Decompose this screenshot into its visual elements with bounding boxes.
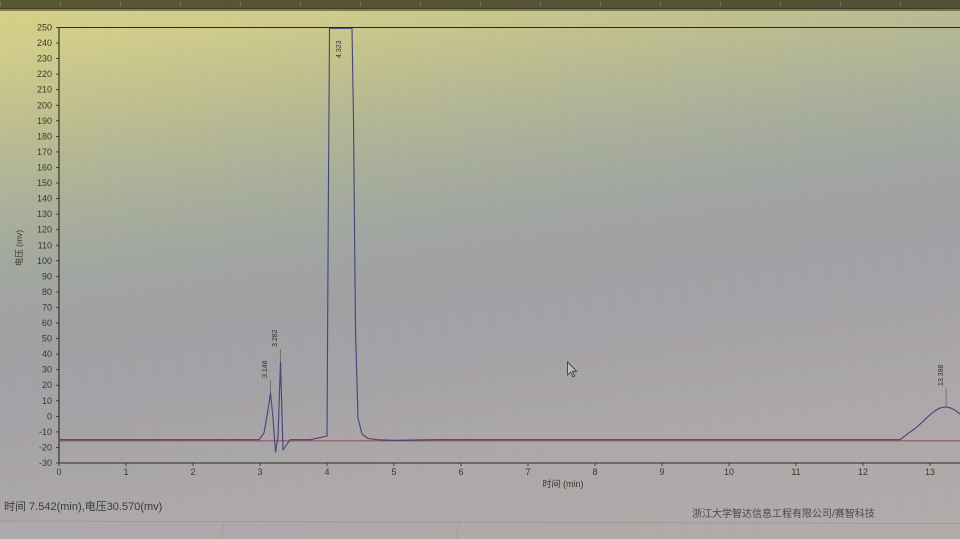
svg-text:4.323: 4.323 [336,40,343,58]
svg-text:5: 5 [391,467,396,477]
svg-text:200: 200 [37,100,52,110]
svg-text:30: 30 [42,365,52,375]
svg-text:3: 3 [257,467,262,477]
svg-text:210: 210 [37,85,52,95]
svg-text:3.148: 3.148 [262,360,269,378]
svg-text:浙江大学智达信息工程有限公司/赛智科技: 浙江大学智达信息工程有限公司/赛智科技 [692,507,875,520]
svg-text:1: 1 [123,467,128,477]
svg-text:120: 120 [37,225,52,235]
svg-text:6: 6 [458,467,463,477]
svg-text:40: 40 [42,349,52,359]
svg-text:70: 70 [42,302,52,312]
svg-text:电压 (mv): 电压 (mv) [14,230,24,267]
svg-text:160: 160 [37,162,52,172]
svg-text:-10: -10 [39,427,52,437]
svg-text:250: 250 [37,23,52,33]
svg-text:13: 13 [925,467,935,477]
svg-text:0: 0 [47,411,52,421]
svg-text:7: 7 [525,467,530,477]
svg-text:130: 130 [37,209,52,219]
svg-text:-30: -30 [39,458,52,468]
svg-text:2: 2 [190,467,195,477]
svg-text:时间 (min): 时间 (min) [543,478,584,489]
svg-text:90: 90 [42,271,52,281]
svg-text:220: 220 [37,69,52,79]
svg-text:100: 100 [37,256,52,266]
svg-text:110: 110 [38,240,52,250]
svg-text:8: 8 [592,467,597,477]
svg-text:11: 11 [791,467,800,477]
svg-text:3.282: 3.282 [272,329,279,347]
svg-text:-20: -20 [39,442,52,452]
svg-text:10: 10 [724,467,734,477]
svg-text:240: 240 [37,38,52,48]
svg-text:4: 4 [324,467,329,477]
svg-text:190: 190 [37,116,52,126]
svg-text:12: 12 [858,467,868,477]
svg-text:140: 140 [37,194,52,204]
svg-text:20: 20 [42,380,52,390]
svg-text:170: 170 [37,147,52,157]
svg-text:50: 50 [42,334,52,344]
svg-text:13.398: 13.398 [938,364,945,386]
svg-text:80: 80 [42,287,52,297]
svg-text:0: 0 [56,467,61,477]
svg-text:9: 9 [659,467,664,477]
svg-text:60: 60 [42,318,52,328]
svg-text:180: 180 [37,131,52,141]
svg-text:时间 7.542(min),电压30.570(mv): 时间 7.542(min),电压30.570(mv) [4,500,162,513]
svg-text:150: 150 [37,178,52,188]
svg-text:10: 10 [42,396,52,406]
svg-text:230: 230 [37,54,52,64]
